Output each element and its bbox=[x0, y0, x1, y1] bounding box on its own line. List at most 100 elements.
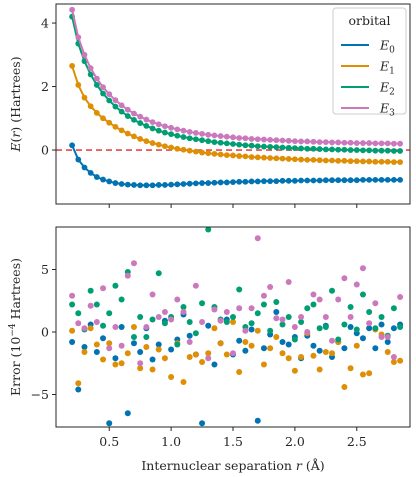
energy-point bbox=[316, 146, 323, 152]
error-point bbox=[223, 351, 230, 358]
energy-point bbox=[149, 140, 156, 146]
error-point bbox=[93, 301, 100, 308]
energy-point bbox=[180, 127, 187, 134]
error-point bbox=[322, 324, 329, 330]
energy-point bbox=[391, 140, 397, 147]
energy-point bbox=[254, 143, 261, 150]
energy-point bbox=[322, 146, 329, 153]
error-point bbox=[118, 342, 125, 349]
error-point bbox=[211, 361, 218, 368]
error-point bbox=[143, 324, 150, 330]
energy-point bbox=[162, 129, 168, 136]
energy-point bbox=[347, 158, 354, 165]
error-point bbox=[285, 279, 292, 285]
energy-point bbox=[155, 182, 162, 188]
energy-point bbox=[112, 180, 119, 186]
error-point bbox=[384, 349, 391, 355]
y-tick-label: 0 bbox=[41, 143, 49, 158]
energy-point bbox=[366, 140, 373, 146]
error-point bbox=[100, 322, 107, 329]
energy-point bbox=[131, 182, 137, 188]
error-point bbox=[285, 355, 292, 362]
error-point bbox=[329, 337, 336, 344]
energy-series-E1 bbox=[69, 63, 403, 165]
energy-point bbox=[329, 157, 335, 164]
energy-point bbox=[168, 124, 175, 131]
error-point bbox=[205, 355, 212, 362]
legend-label: E0 bbox=[379, 38, 395, 56]
energy-point bbox=[242, 153, 249, 160]
energy-point bbox=[261, 143, 267, 150]
y-tick-label: 2 bbox=[41, 79, 49, 94]
error-point bbox=[106, 420, 113, 427]
error-point bbox=[223, 319, 230, 325]
error-series-E3 bbox=[69, 235, 404, 367]
energy-point bbox=[143, 116, 150, 123]
energy-point bbox=[384, 158, 391, 165]
error-point bbox=[378, 314, 385, 320]
energy-point bbox=[236, 178, 243, 185]
energy-point bbox=[137, 113, 144, 120]
energy-point bbox=[69, 6, 75, 13]
energy-point bbox=[162, 143, 168, 150]
energy-point bbox=[230, 179, 236, 185]
error-point bbox=[254, 417, 261, 424]
energy-point bbox=[162, 123, 168, 130]
error-point bbox=[143, 334, 150, 340]
y-tick-label: −5 bbox=[31, 387, 49, 402]
energy-point bbox=[93, 109, 100, 116]
energy-point bbox=[155, 141, 162, 148]
error-point bbox=[137, 314, 144, 320]
error-point bbox=[366, 325, 373, 332]
energy-point bbox=[124, 113, 131, 119]
energy-point bbox=[285, 177, 292, 184]
energy-point bbox=[366, 176, 373, 183]
energy-point bbox=[186, 180, 193, 187]
error-series-E1 bbox=[69, 319, 404, 390]
energy-point bbox=[242, 142, 249, 149]
error-point bbox=[267, 345, 274, 352]
energy-point bbox=[236, 141, 243, 148]
energy-point bbox=[217, 133, 224, 139]
energy-point bbox=[310, 145, 317, 152]
energy-point bbox=[112, 103, 119, 110]
energy-point bbox=[93, 82, 100, 88]
energy-point bbox=[279, 177, 286, 184]
energy-point bbox=[304, 145, 311, 152]
error-point bbox=[124, 350, 131, 357]
energy-point bbox=[267, 178, 274, 185]
energy-point bbox=[155, 121, 162, 128]
energy-point bbox=[211, 150, 218, 157]
error-point bbox=[390, 325, 397, 332]
energy-point bbox=[316, 139, 323, 145]
error-point bbox=[267, 284, 274, 290]
error-point bbox=[310, 342, 317, 349]
energy-point bbox=[310, 138, 317, 145]
energy-point bbox=[248, 142, 255, 149]
energy-point bbox=[347, 147, 354, 153]
error-point bbox=[236, 305, 243, 312]
energy-point bbox=[291, 145, 298, 152]
energy-point bbox=[242, 178, 249, 185]
error-point bbox=[390, 359, 397, 365]
error-point bbox=[93, 341, 100, 348]
legend-label: E3 bbox=[379, 101, 395, 119]
error-point bbox=[254, 235, 261, 242]
error-point bbox=[186, 339, 193, 345]
y-tick-label: 0 bbox=[41, 325, 49, 340]
energy-point bbox=[341, 139, 348, 146]
error-point bbox=[155, 314, 162, 320]
energy-point bbox=[174, 181, 181, 188]
error-point bbox=[335, 296, 342, 303]
error-point bbox=[329, 350, 336, 357]
energy-point bbox=[248, 154, 255, 160]
energy-point bbox=[93, 75, 100, 82]
error-point bbox=[217, 340, 224, 347]
error-point bbox=[372, 325, 379, 332]
error-point bbox=[75, 310, 82, 317]
energy-point bbox=[155, 127, 162, 134]
error-point bbox=[137, 349, 144, 355]
error-point bbox=[93, 349, 100, 355]
error-point bbox=[273, 315, 280, 322]
error-point bbox=[192, 330, 199, 337]
